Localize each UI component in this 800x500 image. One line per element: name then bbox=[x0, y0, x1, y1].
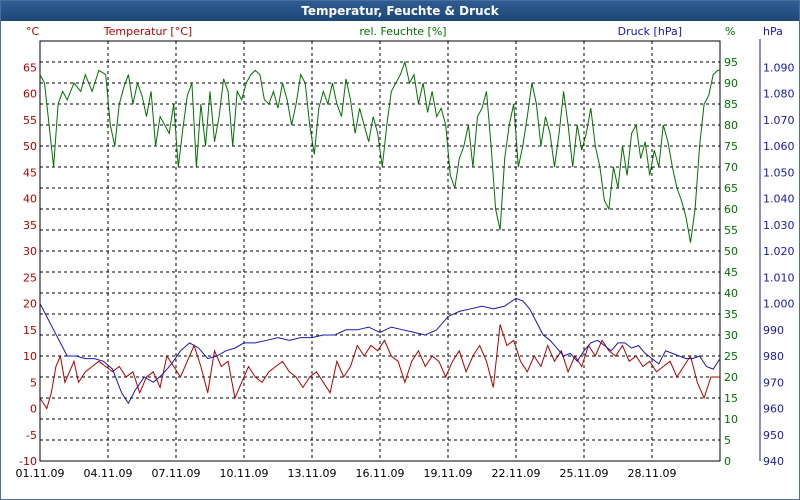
temp-tick-label: 60 bbox=[23, 88, 37, 101]
x-tick-label: 07.11.09 bbox=[152, 467, 201, 480]
temp-tick-label: -10 bbox=[19, 455, 37, 468]
pressure-tick-label: 990 bbox=[763, 324, 784, 337]
temp-tick-label: -5 bbox=[26, 429, 37, 442]
humidity-tick-label: 0 bbox=[724, 455, 731, 468]
humidity-tick-label: 85 bbox=[724, 98, 738, 111]
humidity-tick-label: 55 bbox=[724, 224, 738, 237]
temp-tick-label: 40 bbox=[23, 193, 37, 206]
pressure-tick-label: 1.050 bbox=[763, 166, 795, 179]
humidity-unit-label: % bbox=[725, 25, 735, 38]
plot-frame bbox=[39, 40, 721, 462]
humidity-tick-label: 30 bbox=[724, 329, 738, 342]
pressure-unit-label: hPa bbox=[763, 25, 783, 38]
humidity-tick-label: 25 bbox=[724, 350, 738, 363]
humidity-tick-label: 50 bbox=[724, 245, 738, 258]
axis-headers: °C Temperatur [°C] rel. Feuchte [%] Druck [… bbox=[26, 25, 783, 38]
humidity-tick-label: 65 bbox=[724, 182, 738, 195]
humidity-tick-label: 90 bbox=[724, 77, 738, 90]
humidity-tick-label: 95 bbox=[724, 56, 738, 69]
x-tick-label: 10.11.09 bbox=[220, 467, 269, 480]
pressure-tick-label: 1.060 bbox=[763, 140, 795, 153]
pressure-tick-label: 940 bbox=[763, 455, 784, 468]
temp-tick-label: 35 bbox=[23, 219, 37, 232]
pressure-line bbox=[39, 297, 721, 405]
grid-lines bbox=[40, 41, 720, 461]
humidity-tick-label: 60 bbox=[724, 203, 738, 216]
humidity-tick-label: 5 bbox=[724, 434, 731, 447]
window-title: Temperatur, Feuchte & Druck bbox=[1, 1, 799, 21]
x-tick-label: 16.11.09 bbox=[356, 467, 405, 480]
series-lines bbox=[39, 60, 721, 410]
x-tick-label: 13.11.09 bbox=[288, 467, 337, 480]
humidity-tick-label: 70 bbox=[724, 161, 738, 174]
pressure-tick-label: 1.090 bbox=[763, 61, 795, 74]
pressure-tick-label: 1.070 bbox=[763, 114, 795, 127]
humidity-tick-label: 45 bbox=[724, 266, 738, 279]
pressure-tick-label: 960 bbox=[763, 403, 784, 416]
temp-tick-label: 50 bbox=[23, 140, 37, 153]
humidity-tick-label: 20 bbox=[724, 371, 738, 384]
pressure-tick-label: 970 bbox=[763, 376, 784, 389]
temp-unit-label: °C bbox=[26, 25, 40, 38]
humidity-tick-label: 15 bbox=[724, 392, 738, 405]
tick-labels: 01.11.09 04.11.09 07.11.09 10.11.09 13.11.09… bbox=[16, 39, 795, 480]
temp-axis-title: Temperatur [°C] bbox=[103, 25, 192, 38]
temp-tick-label: 0 bbox=[30, 403, 37, 416]
x-tick-label: 28.11.09 bbox=[628, 467, 677, 480]
temp-tick-label: 20 bbox=[23, 298, 37, 311]
humidity-line bbox=[39, 60, 720, 243]
temp-tick-label: 25 bbox=[23, 271, 37, 284]
humidity-tick-label: 10 bbox=[724, 413, 738, 426]
humidity-axis-title: rel. Feuchte [%] bbox=[359, 25, 446, 38]
pressure-tick-label: 1.080 bbox=[763, 88, 795, 101]
pressure-tick-label: 950 bbox=[763, 429, 784, 442]
temp-tick-label: 15 bbox=[23, 324, 37, 337]
x-tick-label: 01.11.09 bbox=[16, 467, 65, 480]
x-tick-label: 25.11.09 bbox=[560, 467, 609, 480]
temp-tick-label: 5 bbox=[30, 376, 37, 389]
humidity-tick-label: 35 bbox=[724, 308, 738, 321]
humidity-tick-label: 75 bbox=[724, 140, 738, 153]
temp-tick-label: 10 bbox=[23, 350, 37, 363]
temp-tick-label: 30 bbox=[23, 245, 37, 258]
humidity-tick-label: 80 bbox=[724, 119, 738, 132]
temp-tick-label: 45 bbox=[23, 166, 37, 179]
pressure-tick-label: 1.040 bbox=[763, 193, 795, 206]
pressure-tick-label: 1.000 bbox=[763, 298, 795, 311]
x-tick-label: 19.11.09 bbox=[424, 467, 473, 480]
pressure-axis-title: Druck [hPa] bbox=[618, 25, 682, 38]
temperature-line bbox=[39, 324, 720, 410]
pressure-tick-label: 1.010 bbox=[763, 271, 795, 284]
temp-tick-label: 55 bbox=[23, 114, 37, 127]
pressure-tick-label: 1.020 bbox=[763, 245, 795, 258]
x-tick-label: 04.11.09 bbox=[84, 467, 133, 480]
pressure-tick-label: 1.030 bbox=[763, 219, 795, 232]
humidity-tick-label: 40 bbox=[724, 287, 738, 300]
x-tick-label: 22.11.09 bbox=[492, 467, 541, 480]
pressure-tick-label: 980 bbox=[763, 350, 784, 363]
temp-tick-label: 65 bbox=[23, 61, 37, 74]
